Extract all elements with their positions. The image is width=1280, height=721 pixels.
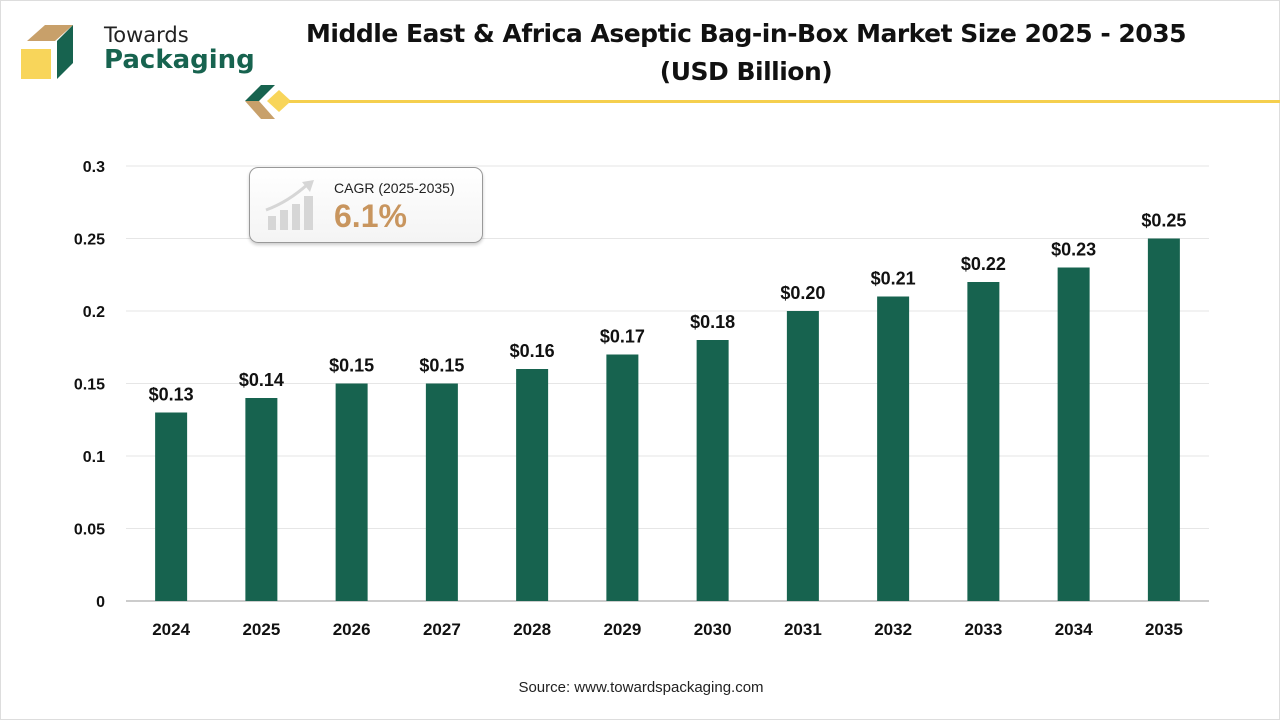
cagr-box: CAGR (2025-2035) 6.1% (249, 167, 483, 243)
y-tick-label: 0.3 (83, 159, 105, 176)
bar-2032 (877, 296, 910, 601)
bar-2034 (1057, 267, 1090, 601)
data-label-2032: $0.21 (871, 269, 916, 289)
bar-2030 (696, 340, 729, 601)
data-label-2031: $0.20 (780, 283, 825, 303)
x-tick-label: 2033 (964, 620, 1002, 639)
bar-2031 (786, 311, 819, 601)
logo: Towards Packaging (19, 23, 255, 88)
data-label-2024: $0.13 (149, 385, 194, 405)
logo-text-packaging: Packaging (104, 45, 255, 75)
cagr-label: CAGR (2025-2035) (334, 180, 455, 196)
data-label-2033: $0.22 (961, 254, 1006, 274)
logo-box-icon (21, 25, 73, 79)
data-label-2035: $0.25 (1141, 211, 1186, 231)
divider-arrow-icon (245, 85, 275, 101)
y-tick-label: 0.2 (83, 304, 105, 321)
bar-2024 (155, 412, 188, 601)
title-line-2: (USD Billion) (659, 57, 833, 86)
data-label-2027: $0.15 (419, 356, 464, 376)
data-label-2030: $0.18 (690, 312, 735, 332)
logo-text-towards: Towards (104, 23, 189, 47)
bar-2025 (245, 398, 278, 601)
data-label-2026: $0.15 (329, 356, 374, 376)
bar-2035 (1147, 238, 1180, 601)
title-divider (245, 85, 1280, 119)
x-tick-label: 2024 (152, 620, 190, 639)
x-tick-label: 2027 (423, 620, 461, 639)
y-tick-label: 0.1 (83, 449, 105, 466)
y-tick-label: 0.05 (74, 522, 105, 539)
data-label-2025: $0.14 (239, 370, 284, 390)
x-tick-label: 2035 (1145, 620, 1183, 639)
bar-2033 (967, 282, 1000, 601)
data-label-2034: $0.23 (1051, 240, 1096, 260)
y-tick-label: 0.15 (74, 377, 105, 394)
data-label-2028: $0.16 (510, 341, 555, 361)
data-label-2029: $0.17 (600, 327, 645, 347)
bar-2028 (516, 369, 549, 601)
x-tick-label: 2026 (333, 620, 371, 639)
title-line-1: Middle East & Africa Aseptic Bag-in-Box … (306, 19, 1186, 48)
bar-2029 (606, 354, 639, 601)
bar-2027 (425, 383, 458, 601)
x-tick-label: 2025 (242, 620, 280, 639)
x-tick-label: 2029 (603, 620, 641, 639)
y-tick-label: 0 (96, 594, 105, 611)
chart-title: Middle East & Africa Aseptic Bag-in-Box … (271, 15, 1221, 91)
x-tick-label: 2034 (1055, 620, 1093, 639)
x-tick-label: 2030 (694, 620, 732, 639)
source-text: Source: www.towardspackaging.com (518, 679, 764, 696)
cagr-value: 6.1% (334, 198, 407, 234)
x-tick-label: 2031 (784, 620, 822, 639)
growth-chart-icon (265, 180, 314, 230)
bar-2026 (335, 383, 368, 601)
y-tick-label: 0.25 (74, 232, 105, 249)
x-tick-label: 2028 (513, 620, 551, 639)
x-tick-label: 2032 (874, 620, 912, 639)
